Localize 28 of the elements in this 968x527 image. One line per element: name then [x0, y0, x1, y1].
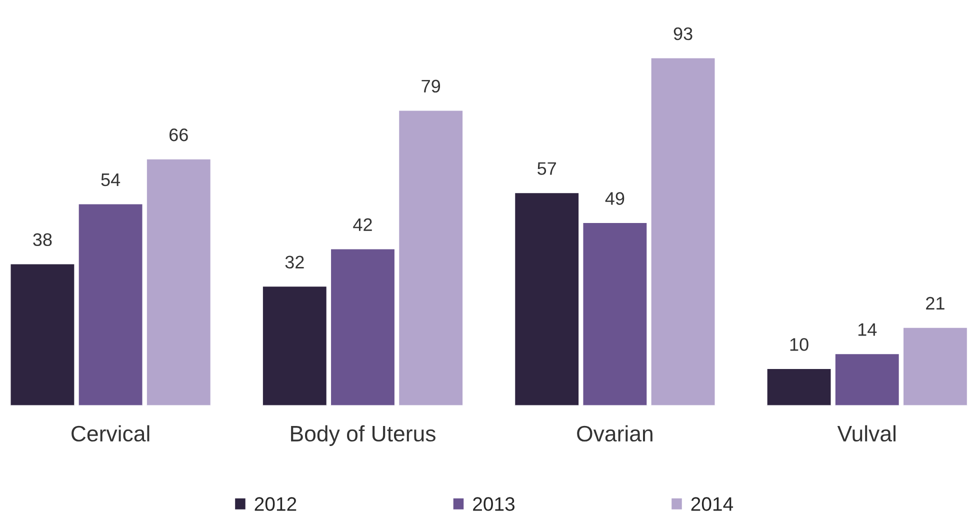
x-tick-label: Cervical: [72, 425, 150, 442]
bar: [10, 262, 76, 406]
data-label: 42: [353, 218, 372, 231]
bar: [146, 158, 212, 406]
data-label: 38: [33, 233, 52, 246]
bar: [902, 326, 968, 406]
data-label: 93: [674, 27, 692, 40]
bar: [77, 202, 144, 406]
data-label: 57: [538, 162, 556, 175]
data-label: 10: [790, 338, 808, 351]
data-label: 32: [285, 256, 304, 269]
legend-label: 2013: [473, 497, 514, 511]
data-label: 14: [858, 323, 877, 336]
bar: [582, 222, 648, 406]
data-label: 54: [101, 174, 120, 186]
data-label: 66: [170, 128, 188, 142]
legend-label: 2012: [254, 497, 296, 511]
bar: [766, 368, 832, 406]
data-label: 21: [926, 296, 944, 310]
x-tick-label: Vulval: [837, 425, 896, 442]
bar: [650, 56, 716, 406]
legend-label: 2014: [691, 497, 734, 511]
bar: [514, 192, 580, 406]
data-label: 79: [422, 80, 440, 93]
data-label: 49: [605, 192, 624, 205]
bar: [834, 352, 900, 406]
x-tick-label: Ovarian: [577, 425, 652, 442]
x-tick-label: Body of Uterus: [291, 425, 436, 446]
